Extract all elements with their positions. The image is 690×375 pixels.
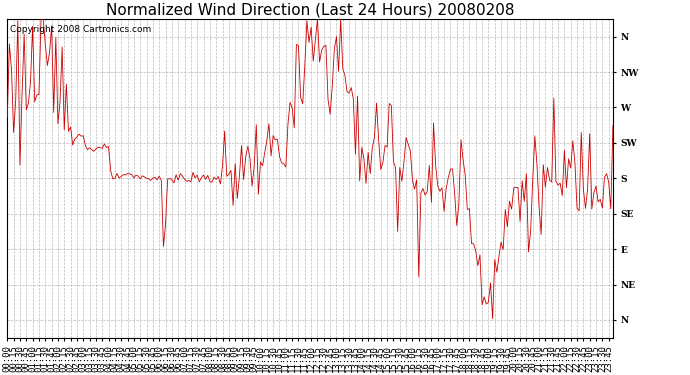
Title: Normalized Wind Direction (Last 24 Hours) 20080208: Normalized Wind Direction (Last 24 Hours… bbox=[106, 3, 514, 18]
Text: Copyright 2008 Cartronics.com: Copyright 2008 Cartronics.com bbox=[10, 26, 152, 34]
